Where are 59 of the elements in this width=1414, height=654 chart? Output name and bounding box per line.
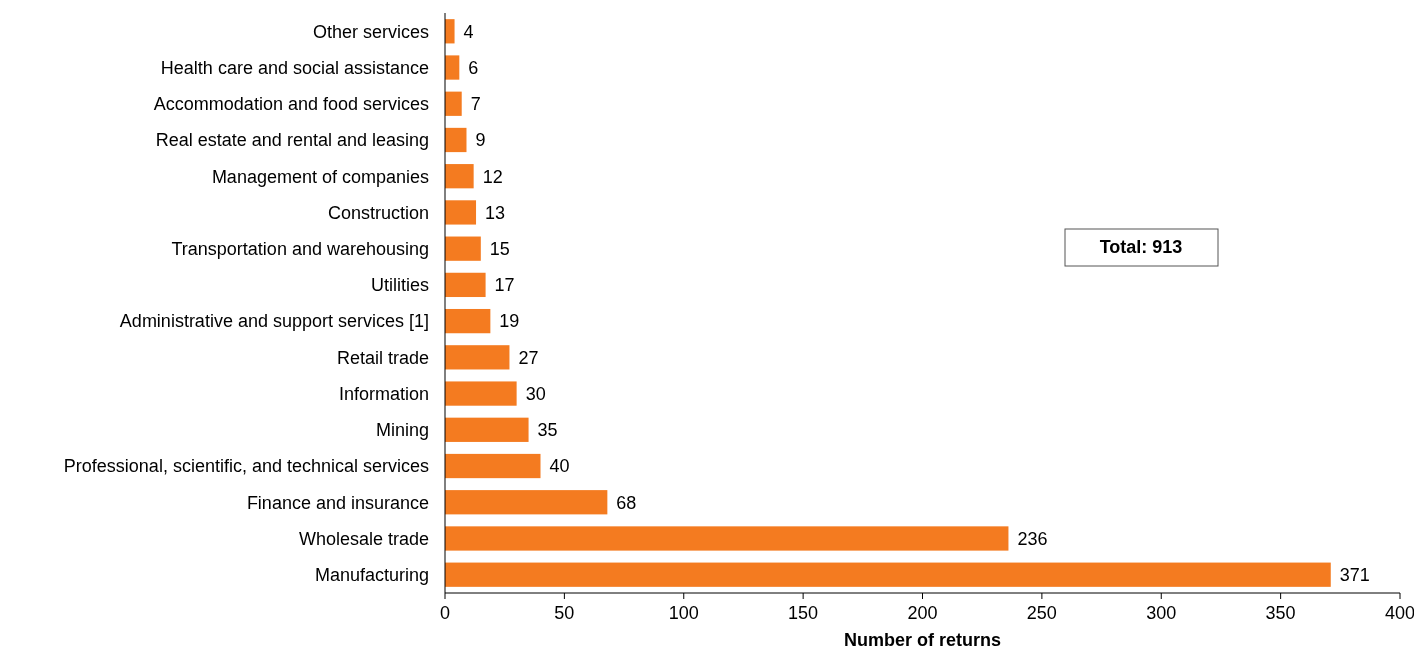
data-label: 13	[485, 202, 506, 223]
data-label: 30	[525, 383, 546, 404]
x-tick-label: 300	[1146, 603, 1177, 623]
y-tick-label: Construction	[327, 202, 429, 223]
x-tick-label: 150	[788, 603, 819, 623]
data-label: 68	[616, 492, 637, 513]
x-tick-label: 100	[668, 603, 699, 623]
y-tick-label: Finance and insurance	[246, 492, 429, 513]
data-label: 6	[468, 57, 479, 78]
y-tick-label: Professional, scientific, and technical services	[63, 456, 429, 477]
data-label: 7	[470, 94, 481, 115]
x-tick-label: 50	[554, 603, 575, 623]
bar	[445, 417, 529, 442]
data-label: 27	[518, 347, 539, 368]
y-tick-label: Utilities	[370, 275, 429, 296]
data-label: 4	[463, 21, 474, 42]
y-tick-label: Information	[338, 383, 429, 404]
x-tick-label: 400	[1384, 603, 1414, 623]
data-label: 15	[489, 238, 510, 259]
bar	[445, 272, 486, 298]
x-tick-label: 250	[1026, 603, 1057, 623]
data-label: 12	[482, 166, 503, 187]
bar	[445, 490, 608, 515]
data-label: 19	[499, 311, 520, 332]
x-tick-label: 0	[439, 603, 451, 623]
bar	[445, 381, 517, 406]
bar	[445, 127, 467, 153]
y-tick-label: Transportation and warehousing	[171, 238, 429, 259]
y-tick-label: Mining	[375, 420, 429, 441]
y-tick-label: Retail trade	[336, 347, 429, 368]
bar	[445, 345, 510, 370]
x-tick-label: 200	[907, 603, 938, 623]
x-axis-title: Number of returns	[843, 630, 1002, 650]
x-tick-label: 350	[1265, 603, 1296, 623]
bar	[445, 562, 1331, 587]
data-label: 371	[1339, 565, 1370, 586]
bar	[445, 91, 462, 116]
y-tick-label: Accommodation and food services	[153, 94, 429, 115]
data-label: 17	[494, 275, 515, 296]
bar	[445, 236, 481, 261]
bar	[445, 19, 455, 44]
y-tick-label: Management of companies	[211, 166, 429, 187]
data-label: 9	[475, 130, 486, 151]
bar	[445, 55, 460, 80]
bar	[445, 200, 477, 225]
y-tick-label: Manufacturing	[314, 565, 429, 586]
data-label: 40	[549, 456, 570, 477]
y-tick-label: Health care and social assistance	[160, 57, 429, 78]
y-tick-label: Real estate and rental and leasing	[155, 130, 429, 151]
annotation: Total: 913	[1099, 237, 1183, 258]
y-tick-label: Other services	[312, 21, 429, 42]
bar	[445, 308, 491, 334]
bar	[445, 526, 1009, 551]
data-label: 236	[1017, 528, 1048, 549]
bar	[445, 453, 541, 479]
data-label: 35	[537, 420, 558, 441]
y-tick-label: Administrative and support services [1]	[119, 311, 429, 332]
bar	[445, 164, 474, 189]
y-tick-label: Wholesale trade	[298, 528, 429, 549]
